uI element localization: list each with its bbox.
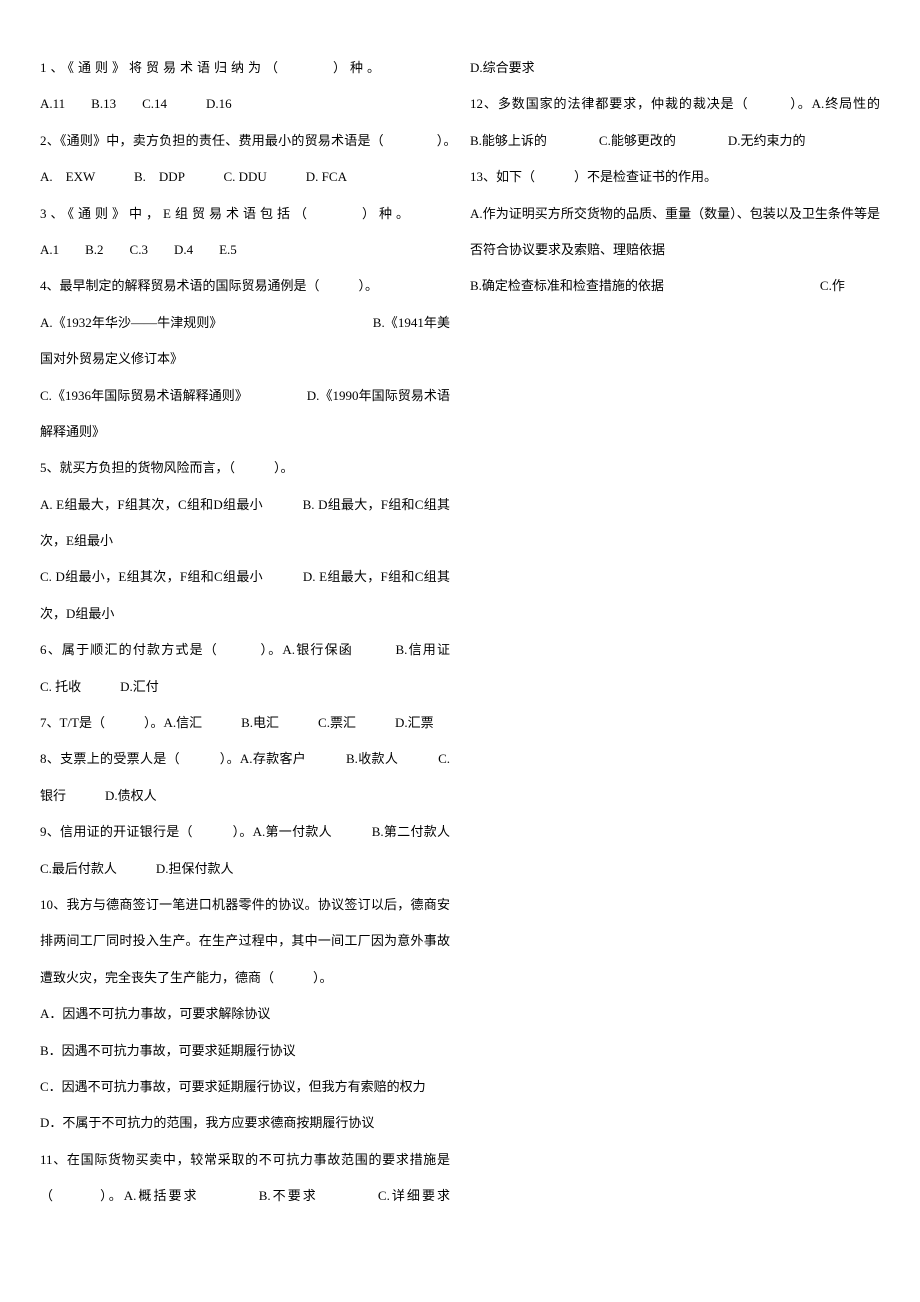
document-body: 1、《通则》将贸易术语归纳为（ ）种。 A.11 B.13 C.14 D.16 …: [40, 50, 880, 1250]
question-8-text: 8、支票上的受票人是（ ）。A.存款客户 B.收款人 C.银行 D.债权人: [40, 741, 450, 814]
question-10-option-b: B．因遇不可抗力事故，可要求延期履行协议: [40, 1033, 450, 1069]
question-4-text: 4、最早制定的解释贸易术语的国际贸易通例是（ ）。: [40, 268, 450, 304]
question-10-option-a: A．因遇不可抗力事故，可要求解除协议: [40, 996, 450, 1032]
question-4-option-c: C.《1936年国际贸易术语解释通则》 D.《1990年国际贸易术语解释通则》: [40, 378, 450, 451]
question-7-text: 7、T/T是（ ）。A.信汇 B.电汇 C.票汇 D.汇票: [40, 705, 450, 741]
question-4-option-a: A.《1932年华沙——牛津规则》 B.《1941年美国对外贸易定义修订本》: [40, 305, 450, 378]
question-13-option-b: B.确定检查标准和检查措施的依据 C.作: [470, 268, 880, 304]
question-2-text: 2、《通则》中，卖方负担的责任、费用最小的贸易术语是（ ）。 A. EXW B.…: [40, 123, 450, 196]
question-1-options: A.11 B.13 C.14 D.16: [40, 86, 450, 122]
question-10-text: 10、我方与德商签订一笔进口机器零件的协议。协议签订以后，德商安排两间工厂同时投…: [40, 887, 450, 996]
question-5-text: 5、就买方负担的货物风险而言，（ ）。: [40, 450, 450, 486]
question-10-option-d: D．不属于不可抗力的范围，我方应要求德商按期履行协议: [40, 1105, 450, 1141]
question-1-text: 1、《通则》将贸易术语归纳为（ ）种。: [40, 50, 450, 86]
question-3-text: 3、《通则》中，E组贸易术语包括（ ）种。: [40, 196, 450, 232]
question-13-text: 13、如下（ ）不是检查证书的作用。: [470, 159, 880, 195]
question-10-option-c: C．因遇不可抗力事故，可要求延期履行协议，但我方有索赔的权力: [40, 1069, 450, 1105]
question-5-option-c: C. D组最小，E组其次，F组和C组最小 D. E组最大，F组和C组其次，D组最…: [40, 559, 450, 632]
question-6-text: 6、属于顺汇的付款方式是（ ）。A.银行保函 B.信用证 C. 托收 D.汇付: [40, 632, 450, 705]
question-12-text: 12、多数国家的法律都要求，仲裁的裁决是（ ）。A.终局性的 B.能够上诉的 C…: [470, 86, 880, 159]
question-3-options: A.1 B.2 C.3 D.4 E.5: [40, 232, 450, 268]
question-5-option-a: A. E组最大，F组其次，C组和D组最小 B. D组最大，F组和C组其次，E组最…: [40, 487, 450, 560]
question-9-text: 9、信用证的开证银行是（ ）。A.第一付款人 B.第二付款人 C.最后付款人 D…: [40, 814, 450, 887]
question-13-option-a: A.作为证明买方所交货物的品质、重量（数量）、包装以及卫生条件等是否符合协议要求…: [470, 196, 880, 269]
